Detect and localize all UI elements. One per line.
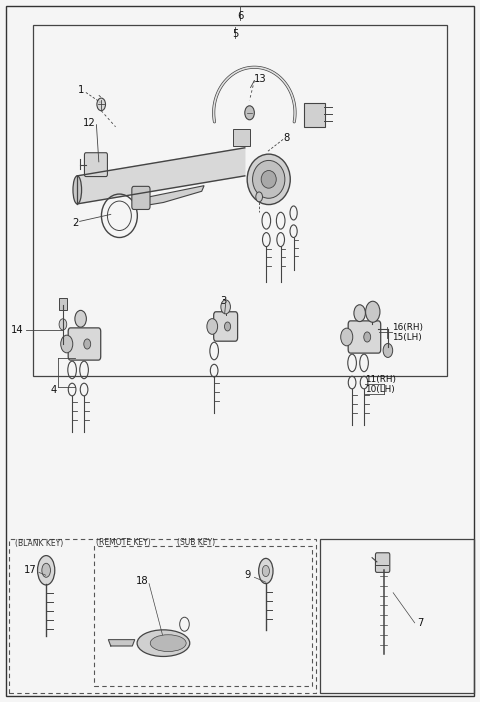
Circle shape bbox=[225, 322, 230, 331]
Text: 7: 7 bbox=[417, 618, 423, 628]
Circle shape bbox=[84, 339, 91, 349]
FancyBboxPatch shape bbox=[84, 153, 108, 176]
Ellipse shape bbox=[42, 563, 50, 577]
FancyBboxPatch shape bbox=[214, 312, 238, 341]
Text: (REMOTE KEY): (REMOTE KEY) bbox=[96, 538, 151, 548]
Text: 12: 12 bbox=[83, 118, 96, 128]
Ellipse shape bbox=[259, 558, 273, 583]
Text: (SUB KEY): (SUB KEY) bbox=[177, 538, 215, 548]
Circle shape bbox=[366, 301, 380, 322]
Text: (BLANK KEY): (BLANK KEY) bbox=[15, 539, 63, 548]
Circle shape bbox=[59, 319, 67, 330]
Text: 11(RH): 11(RH) bbox=[365, 375, 396, 383]
Ellipse shape bbox=[261, 171, 276, 188]
FancyBboxPatch shape bbox=[59, 298, 67, 310]
FancyBboxPatch shape bbox=[304, 103, 324, 127]
Polygon shape bbox=[142, 185, 204, 205]
Text: 6: 6 bbox=[237, 11, 243, 21]
FancyBboxPatch shape bbox=[375, 552, 390, 572]
Ellipse shape bbox=[252, 161, 285, 198]
Text: 5: 5 bbox=[232, 29, 239, 39]
Text: 2: 2 bbox=[72, 218, 78, 228]
Circle shape bbox=[383, 343, 393, 357]
Ellipse shape bbox=[73, 176, 82, 204]
Text: 18: 18 bbox=[135, 576, 148, 585]
Text: 17: 17 bbox=[24, 565, 37, 576]
Circle shape bbox=[75, 310, 86, 327]
Text: 3: 3 bbox=[220, 296, 227, 305]
Circle shape bbox=[354, 305, 365, 322]
Ellipse shape bbox=[262, 565, 269, 576]
Ellipse shape bbox=[247, 154, 290, 204]
Polygon shape bbox=[77, 148, 245, 204]
Text: 14: 14 bbox=[11, 325, 24, 335]
Ellipse shape bbox=[137, 630, 190, 656]
FancyBboxPatch shape bbox=[233, 129, 250, 146]
Circle shape bbox=[97, 98, 106, 111]
Circle shape bbox=[245, 106, 254, 120]
Ellipse shape bbox=[37, 555, 55, 585]
Text: 15(LH): 15(LH) bbox=[392, 333, 422, 342]
Circle shape bbox=[364, 332, 371, 342]
Circle shape bbox=[256, 192, 263, 201]
Text: 4: 4 bbox=[50, 385, 57, 395]
Text: 8: 8 bbox=[283, 133, 289, 143]
Text: 13: 13 bbox=[254, 74, 267, 84]
Text: 1: 1 bbox=[78, 86, 84, 95]
Circle shape bbox=[60, 335, 73, 353]
FancyBboxPatch shape bbox=[68, 328, 101, 360]
Circle shape bbox=[207, 319, 217, 334]
Text: 16(RH): 16(RH) bbox=[392, 323, 423, 331]
FancyBboxPatch shape bbox=[348, 321, 381, 353]
Polygon shape bbox=[108, 640, 135, 646]
Text: 10(LH): 10(LH) bbox=[365, 385, 395, 394]
Ellipse shape bbox=[150, 635, 186, 651]
FancyBboxPatch shape bbox=[132, 186, 150, 209]
Circle shape bbox=[341, 328, 353, 346]
Circle shape bbox=[221, 300, 230, 314]
Text: 9: 9 bbox=[244, 570, 251, 580]
